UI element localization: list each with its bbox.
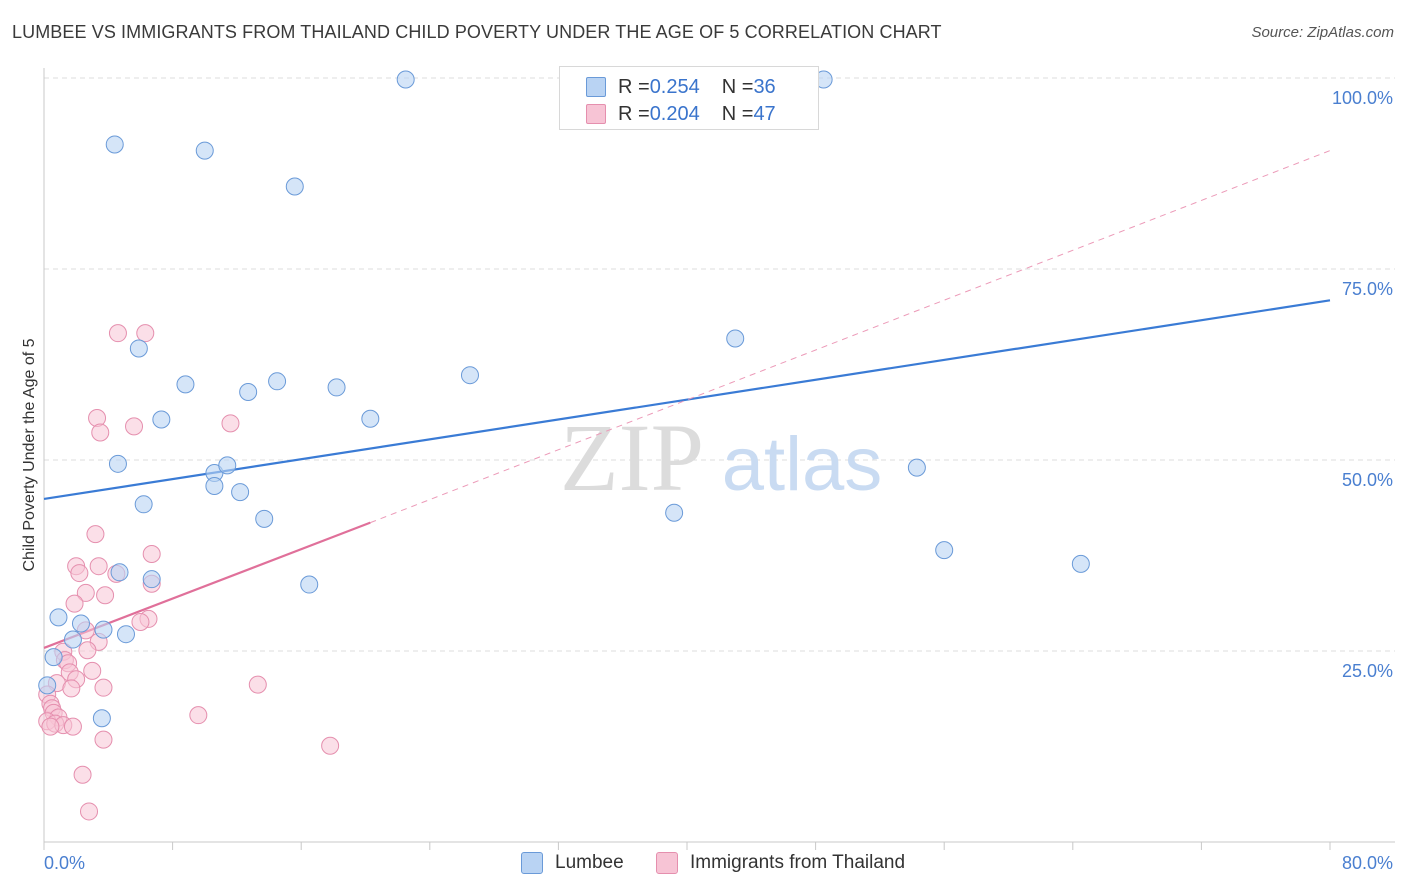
thailand-point [86,525,105,544]
grid-layer [44,77,1395,652]
series-legend: Lumbee Immigrants from Thailand [0,852,1406,878]
lumbee-point [129,339,148,358]
thailand-r-label: R = [618,102,650,125]
lumbee-point [285,177,304,196]
lumbee-legend-label: Lumbee [555,852,624,873]
lumbee-swatch [586,77,606,97]
thailand-point [125,417,144,436]
lumbee-point [94,620,113,639]
lumbee-n-value: 36 [753,75,776,98]
axes-layer [43,68,1395,850]
lumbee-point [195,141,214,160]
lumbee-r-value: 0.254 [649,75,700,98]
thailand-legend-label: Immigrants from Thailand [690,852,906,873]
lumbee-point [300,575,319,594]
thailand-legend-swatch [656,852,678,874]
lumbee-point [327,378,346,397]
thailand-point [321,736,340,755]
thailand-n-label: N = [721,102,754,125]
y-tick-label: 75.0% [1342,279,1393,299]
y-tick-label: 50.0% [1342,470,1393,490]
thailand-point [108,324,127,343]
thailand-point [248,675,267,694]
correlation-legend: R = 0.254 N = 36 R = 0.204 N = 47 [559,66,819,130]
thailand-n-value: 47 [753,102,776,125]
thailand-point [142,544,161,563]
x-tick-label-end: 80.0% [1342,853,1393,873]
lumbee-point [176,375,195,394]
y-tick-label: 25.0% [1342,661,1393,681]
lumbee-point [92,709,111,728]
lumbee-point [205,476,224,495]
lumbee-point [396,70,415,89]
legend-row-thailand: R = 0.204 N = 47 [586,101,776,127]
thailand-point [94,678,113,697]
watermark: ZIP atlas [560,404,882,511]
lumbee-point [44,648,63,667]
lumbee-point [71,614,90,633]
thailand-swatch [586,104,606,124]
points-layer [38,70,1090,821]
legend-item-thailand[interactable]: Immigrants from Thailand [656,852,905,874]
lumbee-legend-swatch [521,852,543,874]
lumbee-n-label: N = [721,75,754,98]
x-tick-label-start: 0.0% [44,853,85,873]
thailand-point [189,706,208,725]
thailand-point [62,679,81,698]
lumbee-r-label: R = [618,75,650,98]
thailand-point [63,717,82,736]
watermark-zip: ZIP [560,404,704,511]
chart-title: LUMBEE VS IMMIGRANTS FROM THAILAND CHILD… [12,22,942,42]
thailand-point [73,765,92,784]
lumbee-point [134,495,153,514]
thailand-point [91,423,110,442]
thailand-point [136,324,155,343]
lumbee-point [49,608,68,627]
thailand-point [221,414,240,433]
lumbee-point [268,372,287,391]
tick-labels: 25.0% 50.0% 75.0% 100.0% 0.0% 80.0% [44,88,1393,873]
lumbee-point [255,509,274,528]
thailand-point [83,661,102,680]
legend-item-lumbee[interactable]: Lumbee [521,852,624,874]
lumbee-point [152,410,171,429]
thailand-point [41,717,60,736]
y-tick-label: 100.0% [1332,88,1393,108]
lumbee-point [63,630,82,649]
y-axis-label: Child Poverty Under the Age of 5 [21,338,38,571]
thailand-point [131,612,150,631]
thailand-point [78,641,97,660]
thailand-point [76,583,95,602]
trend-lines [43,150,1331,649]
lumbee-point [239,383,258,402]
watermark-atlas: atlas [722,422,883,507]
lumbee-point [231,483,250,502]
lumbee-point [460,366,479,385]
lumbee-point [907,458,926,477]
thailand-point [70,564,89,583]
lumbee-point [665,503,684,522]
thailand-point [89,557,108,576]
lumbee-point [105,135,124,154]
legend-row-lumbee: R = 0.254 N = 36 [586,74,776,100]
thailand-point [94,730,113,749]
lumbee-point [218,456,237,475]
thailand-r-value: 0.204 [649,102,700,125]
lumbee-point [361,409,380,428]
lumbee-point [935,541,954,560]
lumbee-point [116,625,135,644]
thailand-point [80,802,99,821]
lumbee-point [108,454,127,473]
lumbee-point [1071,554,1090,573]
lumbee-trend-line [43,299,1331,501]
thailand-point [65,594,84,613]
thailand-point [96,586,115,605]
source-label: Source: ZipAtlas.com [1251,24,1394,41]
lumbee-point [38,676,57,695]
lumbee-point [142,570,161,589]
lumbee-point [726,329,745,348]
lumbee-point [110,563,129,582]
